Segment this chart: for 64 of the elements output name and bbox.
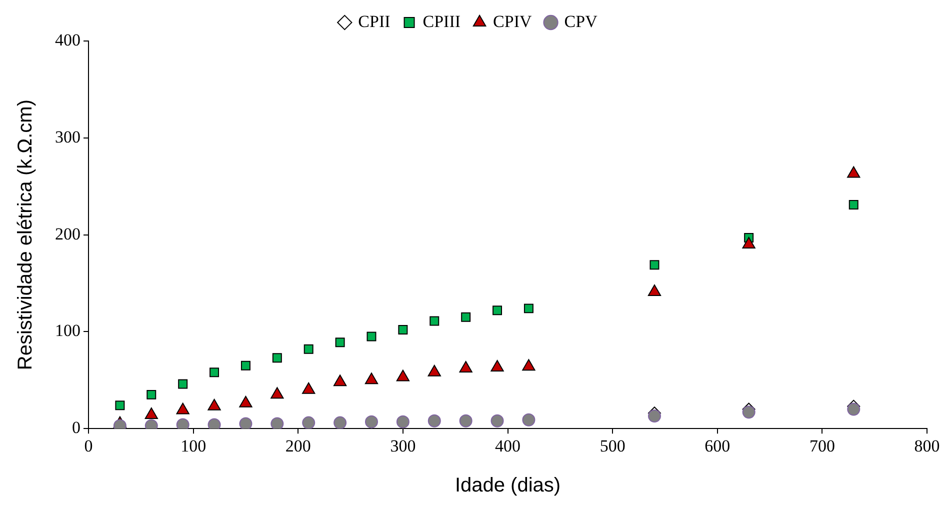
- legend-label: CPIV: [493, 12, 532, 31]
- point: [742, 406, 756, 419]
- x-tick-label: 800: [914, 436, 940, 456]
- legend-label: CPII: [358, 12, 391, 31]
- point: [302, 416, 316, 429]
- x-tick-label: 300: [390, 436, 416, 456]
- point: [524, 304, 534, 314]
- y-tick-label: 0: [72, 418, 80, 438]
- x-axis-title: Idade (dias): [454, 474, 561, 497]
- point: [178, 379, 188, 389]
- point: [461, 312, 471, 322]
- x-tick-label: 100: [180, 436, 206, 456]
- point: [847, 402, 860, 416]
- point: [490, 360, 504, 372]
- point: [366, 332, 376, 342]
- x-tick-label: 0: [84, 436, 93, 456]
- point: [333, 374, 347, 386]
- point: [302, 382, 316, 394]
- point: [270, 417, 284, 429]
- point: [272, 353, 282, 363]
- point: [459, 361, 472, 373]
- point: [208, 418, 221, 429]
- point: [270, 387, 284, 399]
- y-tick-label: 400: [55, 30, 80, 50]
- x-tick-label: 200: [285, 436, 311, 456]
- point: [398, 325, 408, 335]
- x-tick-label: 700: [809, 436, 835, 456]
- point: [335, 338, 345, 348]
- point: [210, 368, 220, 378]
- point: [208, 398, 221, 410]
- point: [430, 316, 440, 326]
- x-tick-label: 500: [600, 436, 626, 456]
- legend-label: CPIII: [422, 12, 461, 31]
- x-tick-label: 600: [704, 436, 730, 456]
- point: [648, 410, 661, 423]
- point: [490, 414, 504, 428]
- point: [115, 400, 125, 410]
- legend-label: CPV: [564, 12, 598, 31]
- point: [459, 414, 472, 428]
- y-axis-title: Resistividade elétrica (k.Ω.cm): [14, 100, 37, 370]
- point: [522, 359, 536, 371]
- point: [176, 418, 190, 429]
- point: [334, 416, 347, 429]
- x-tick-label: 400: [495, 436, 520, 456]
- point: [396, 415, 410, 428]
- point: [364, 415, 378, 428]
- y-tick-label: 100: [55, 321, 80, 340]
- point: [848, 200, 858, 210]
- point: [239, 396, 252, 408]
- point: [428, 364, 441, 376]
- y-tick-label: 200: [55, 224, 80, 244]
- point: [176, 402, 190, 414]
- point: [144, 408, 158, 420]
- y-tick-label: 300: [55, 127, 80, 146]
- point: [240, 360, 250, 370]
- point: [428, 414, 441, 428]
- point: [396, 370, 410, 382]
- point: [364, 372, 378, 384]
- point: [304, 344, 314, 354]
- point: [650, 260, 660, 270]
- point: [492, 306, 502, 316]
- point: [239, 417, 252, 429]
- point: [146, 390, 156, 400]
- point: [522, 413, 536, 426]
